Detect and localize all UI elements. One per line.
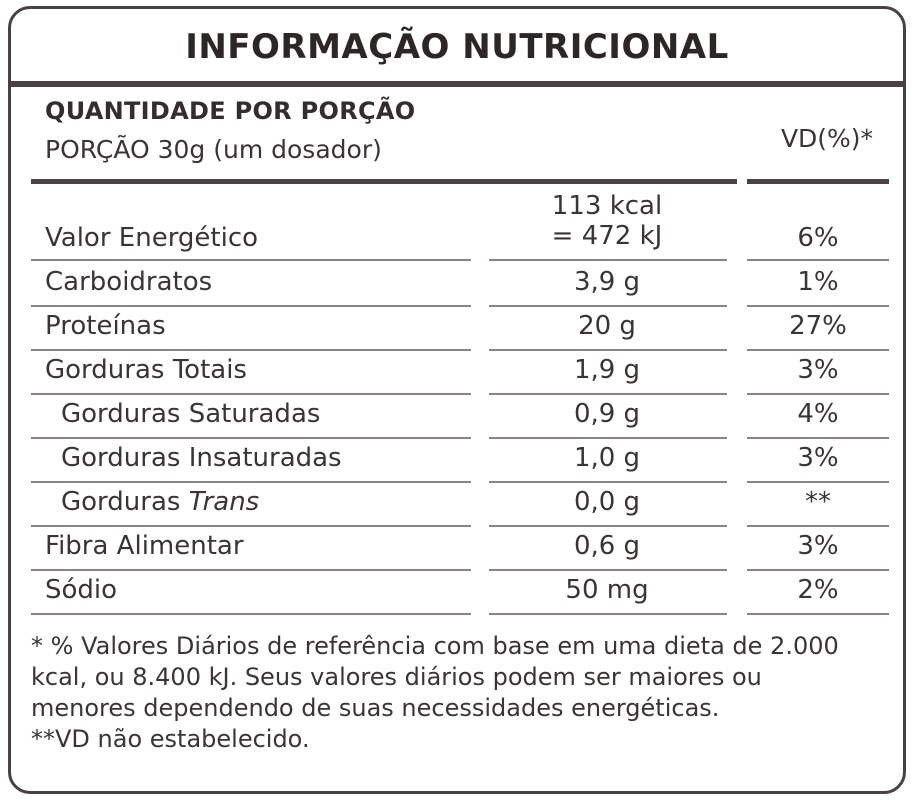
serving-size: PORÇÃO 30g (um dosador) — [45, 135, 382, 164]
energy-kj: = 472 kJ — [551, 221, 663, 251]
nutrient-name: Carboidratos — [45, 267, 213, 297]
nutrient-name: Gorduras Trans — [61, 487, 259, 517]
nutrient-vd: 3% — [797, 531, 839, 561]
row-divider — [747, 437, 889, 439]
row-divider — [31, 393, 471, 395]
row-divider — [747, 305, 889, 307]
row-divider — [489, 305, 727, 307]
nutrient-name: Gorduras Saturadas — [61, 399, 321, 429]
nutrient-name: Gorduras Insaturadas — [61, 443, 342, 473]
row-divider — [31, 525, 471, 527]
row-divider — [489, 569, 727, 571]
row-divider — [31, 569, 471, 571]
row-divider — [489, 613, 727, 615]
footnote-line: menores dependendo de suas necessidades … — [31, 694, 720, 722]
row-divider — [747, 569, 889, 571]
row-divider — [31, 305, 471, 307]
nutrient-vd: 1% — [797, 267, 839, 297]
nutrient-vd-energy: 6% — [797, 223, 839, 253]
nutrient-amount: 50 mg — [565, 575, 649, 605]
row-divider — [489, 349, 727, 351]
row-divider — [31, 481, 471, 483]
nutrient-amount: 1,9 g — [573, 355, 641, 385]
nutrient-vd: 4% — [797, 399, 839, 429]
nutrient-name-energy: Valor Energético — [45, 223, 259, 253]
row-divider — [747, 613, 889, 615]
nutrient-vd: 3% — [797, 443, 839, 473]
row-divider — [31, 259, 471, 261]
title-divider — [11, 81, 903, 87]
nutrient-amount: 0,9 g — [573, 399, 641, 429]
footnote: * % Valores Diários de referência com ba… — [31, 631, 893, 755]
nutrient-name: Sódio — [45, 575, 118, 605]
nutrient-amount-energy: 113 kcal = 472 kJ — [489, 191, 725, 251]
row-divider — [31, 349, 471, 351]
row-divider — [747, 259, 889, 261]
nutrient-amount: 0,0 g — [573, 487, 641, 517]
vd-column-header: VD(%)* — [780, 124, 874, 153]
nutrient-vd: 3% — [797, 355, 839, 385]
row-divider — [747, 393, 889, 395]
nutrient-name: Fibra Alimentar — [45, 531, 244, 561]
nutrient-vd: 27% — [789, 311, 847, 341]
row-divider — [31, 613, 471, 615]
header-divider-right — [747, 179, 889, 184]
table-title: INFORMAÇÃO NUTRICIONAL — [185, 27, 729, 67]
row-divider — [489, 259, 727, 261]
footnote-line: **VD não estabelecido. — [31, 725, 310, 753]
row-divider — [747, 525, 889, 527]
row-divider — [489, 393, 727, 395]
nutrient-name: Gorduras Totais — [45, 355, 247, 385]
row-divider — [747, 481, 889, 483]
serving-heading: QUANTIDADE POR PORÇÃO — [45, 97, 416, 125]
nutrient-amount: 0,6 g — [573, 531, 641, 561]
nutrient-name: Proteínas — [45, 311, 166, 341]
row-divider — [489, 437, 727, 439]
nutrient-amount: 3,9 g — [573, 267, 641, 297]
row-divider — [489, 525, 727, 527]
row-divider — [31, 437, 471, 439]
row-divider — [747, 349, 889, 351]
nutrition-facts-panel: INFORMAÇÃO NUTRICIONAL QUANTIDADE POR PO… — [8, 6, 906, 794]
row-divider — [489, 481, 727, 483]
energy-kcal: 113 kcal — [551, 191, 663, 221]
nutrient-vd: ** — [805, 487, 831, 517]
nutrient-amount: 1,0 g — [573, 443, 641, 473]
footnote-line: kcal, ou 8.400 kJ. Seus valores diários … — [31, 663, 762, 691]
nutrient-amount: 20 g — [578, 311, 636, 341]
header-divider-left — [31, 179, 737, 184]
nutrient-name-prefix: Gorduras — [61, 487, 189, 517]
nutrient-name-italic: Trans — [188, 487, 260, 517]
footnote-line: * % Valores Diários de referência com ba… — [31, 632, 839, 660]
nutrient-vd: 2% — [797, 575, 839, 605]
